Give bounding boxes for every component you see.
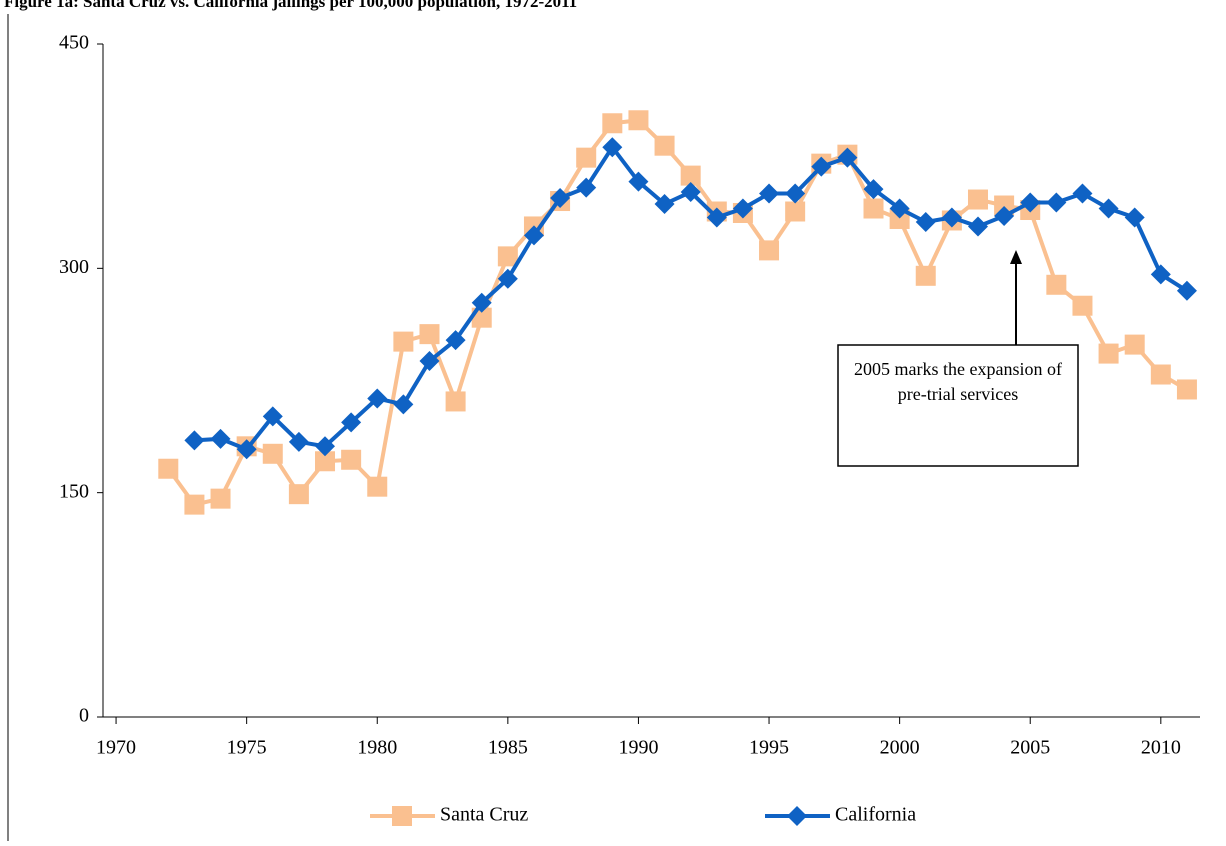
marker: [341, 412, 362, 433]
marker: [994, 195, 1015, 216]
marker: [262, 443, 283, 464]
marker: [367, 388, 388, 409]
marker: [236, 439, 257, 460]
annotation-arrowhead: [1010, 250, 1022, 264]
marker: [393, 331, 414, 352]
marker: [1150, 364, 1171, 385]
marker: [1072, 183, 1093, 204]
marker: [1072, 295, 1093, 316]
marker: [863, 179, 884, 200]
marker: [967, 189, 988, 210]
marker: [1124, 207, 1145, 228]
marker: [315, 451, 336, 472]
marker: [680, 165, 701, 186]
x-tick-label: 1980: [357, 737, 397, 759]
y-tick-label: 450: [59, 32, 89, 54]
marker: [654, 135, 675, 156]
marker: [1098, 343, 1119, 364]
marker: [184, 494, 205, 515]
marker: [1020, 192, 1041, 213]
marker: [654, 194, 675, 215]
marker: [785, 201, 806, 222]
y-tick-label: 300: [59, 256, 89, 278]
marker: [1150, 264, 1171, 285]
marker: [184, 430, 205, 451]
marker: [1176, 280, 1197, 301]
x-tick-label: 2005: [1010, 737, 1050, 759]
x-tick-label: 2000: [880, 737, 920, 759]
legend-marker: [787, 806, 807, 826]
marker: [628, 110, 649, 131]
marker: [497, 246, 518, 267]
legend-label: California: [835, 804, 916, 826]
x-tick-label: 1985: [488, 737, 528, 759]
marker: [1124, 334, 1145, 355]
marker: [602, 113, 623, 134]
x-tick-label: 2010: [1141, 737, 1181, 759]
marker: [915, 211, 936, 232]
chart-title: Figure 1a: Santa Cruz vs. California jai…: [4, 0, 577, 11]
marker: [811, 156, 832, 177]
marker: [759, 240, 780, 261]
y-tick-label: 0: [79, 705, 89, 727]
x-tick-label: 1970: [96, 737, 136, 759]
marker: [941, 207, 962, 228]
marker: [628, 171, 649, 192]
annotation: 2005 marks the expansion of pre-trial se…: [854, 359, 1062, 404]
marker: [367, 476, 388, 497]
marker: [1046, 192, 1067, 213]
marker: [288, 484, 309, 505]
marker: [889, 198, 910, 219]
marker: [341, 449, 362, 470]
marker: [393, 394, 414, 415]
marker: [497, 268, 518, 289]
marker: [889, 208, 910, 229]
marker: [210, 428, 231, 449]
marker: [994, 205, 1015, 226]
marker: [915, 265, 936, 286]
marker: [680, 182, 701, 203]
marker: [706, 207, 727, 228]
marker: [967, 216, 988, 237]
marker: [471, 292, 492, 313]
annotation-wrap: 2005 marks the expansion of pre-trial se…: [854, 359, 1062, 404]
marker: [576, 147, 597, 168]
marker: [732, 198, 753, 219]
x-tick-label: 1995: [749, 737, 789, 759]
x-tick-label: 1990: [618, 737, 658, 759]
marker: [419, 324, 440, 345]
marker: [602, 137, 623, 158]
marker: [419, 351, 440, 372]
marker: [210, 488, 231, 509]
marker: [550, 188, 571, 209]
marker: [523, 225, 544, 246]
legend-label: Santa Cruz: [440, 804, 528, 826]
marker: [863, 198, 884, 219]
marker: [759, 183, 780, 204]
marker: [576, 177, 597, 198]
marker: [288, 431, 309, 452]
marker: [262, 406, 283, 427]
marker: [1176, 379, 1197, 400]
annotation-box: [837, 344, 1079, 467]
legend-marker: [392, 806, 412, 826]
marker: [158, 458, 179, 479]
marker: [1046, 274, 1067, 295]
marker: [785, 183, 806, 204]
marker: [445, 391, 466, 412]
x-tick-label: 1975: [227, 737, 267, 759]
y-tick-label: 150: [59, 480, 89, 502]
marker: [837, 147, 858, 168]
marker: [445, 330, 466, 351]
marker: [315, 436, 336, 457]
marker: [1098, 198, 1119, 219]
